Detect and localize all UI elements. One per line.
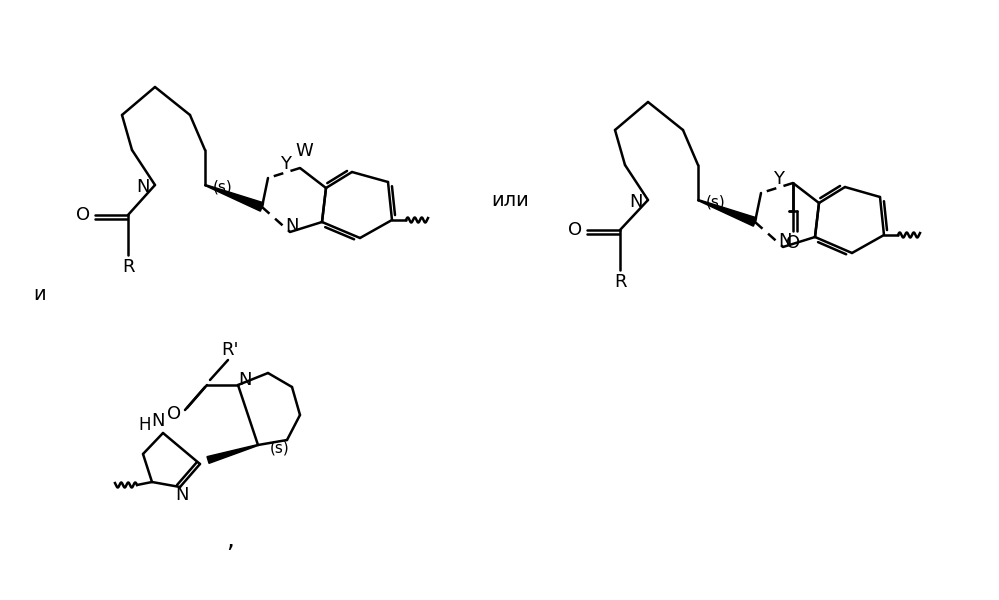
Text: Y: Y [281,155,292,173]
Text: (s): (s) [270,440,290,455]
Text: O: O [76,206,90,224]
Text: R: R [613,273,626,291]
Text: (s): (s) [706,194,726,209]
Text: W: W [295,142,313,160]
Polygon shape [698,200,756,226]
Text: Y: Y [773,170,784,188]
Text: или: или [492,191,528,209]
Text: O: O [568,221,582,239]
Text: (s): (s) [213,179,233,194]
Text: R': R' [221,341,239,359]
Polygon shape [207,445,258,463]
Text: H: H [139,416,151,434]
Text: O: O [786,234,800,252]
Text: ,: , [226,528,234,552]
Text: N: N [151,412,165,430]
Text: N: N [778,232,792,250]
Text: и: и [33,286,46,304]
Text: N: N [286,217,299,235]
Text: N: N [238,371,252,389]
Text: N: N [629,193,642,211]
Text: N: N [136,178,150,196]
Text: N: N [175,486,189,504]
Text: R: R [122,258,134,276]
Text: O: O [167,405,181,423]
Polygon shape [205,185,264,211]
